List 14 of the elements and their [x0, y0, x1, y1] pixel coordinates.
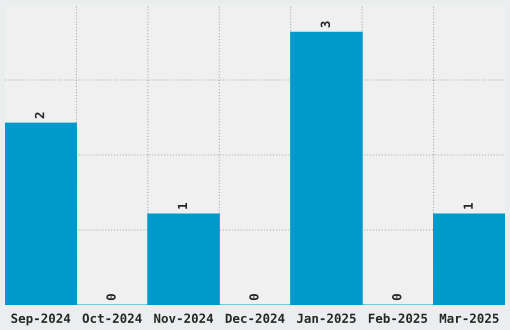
data-label: 0 — [249, 294, 259, 300]
data-label: 1 — [178, 202, 188, 209]
x-tick-label: Sep-2024 — [11, 314, 70, 326]
x-tick-label: Dec-2024 — [226, 314, 285, 324]
x-tick-label: Nov-2024 — [154, 314, 214, 324]
x-tick-label: Mar-2025 — [440, 314, 499, 324]
data-label: 1 — [464, 202, 473, 209]
data-label: 3 — [320, 21, 330, 28]
x-tick-label: Oct-2024 — [82, 314, 142, 324]
data-label: 0 — [106, 294, 116, 300]
data-label: 0 — [392, 294, 402, 300]
x-tick-label: Jan-2025 — [296, 314, 356, 324]
data-label: 2 — [34, 112, 44, 118]
x-tick-label: Feb-2025 — [368, 313, 428, 324]
